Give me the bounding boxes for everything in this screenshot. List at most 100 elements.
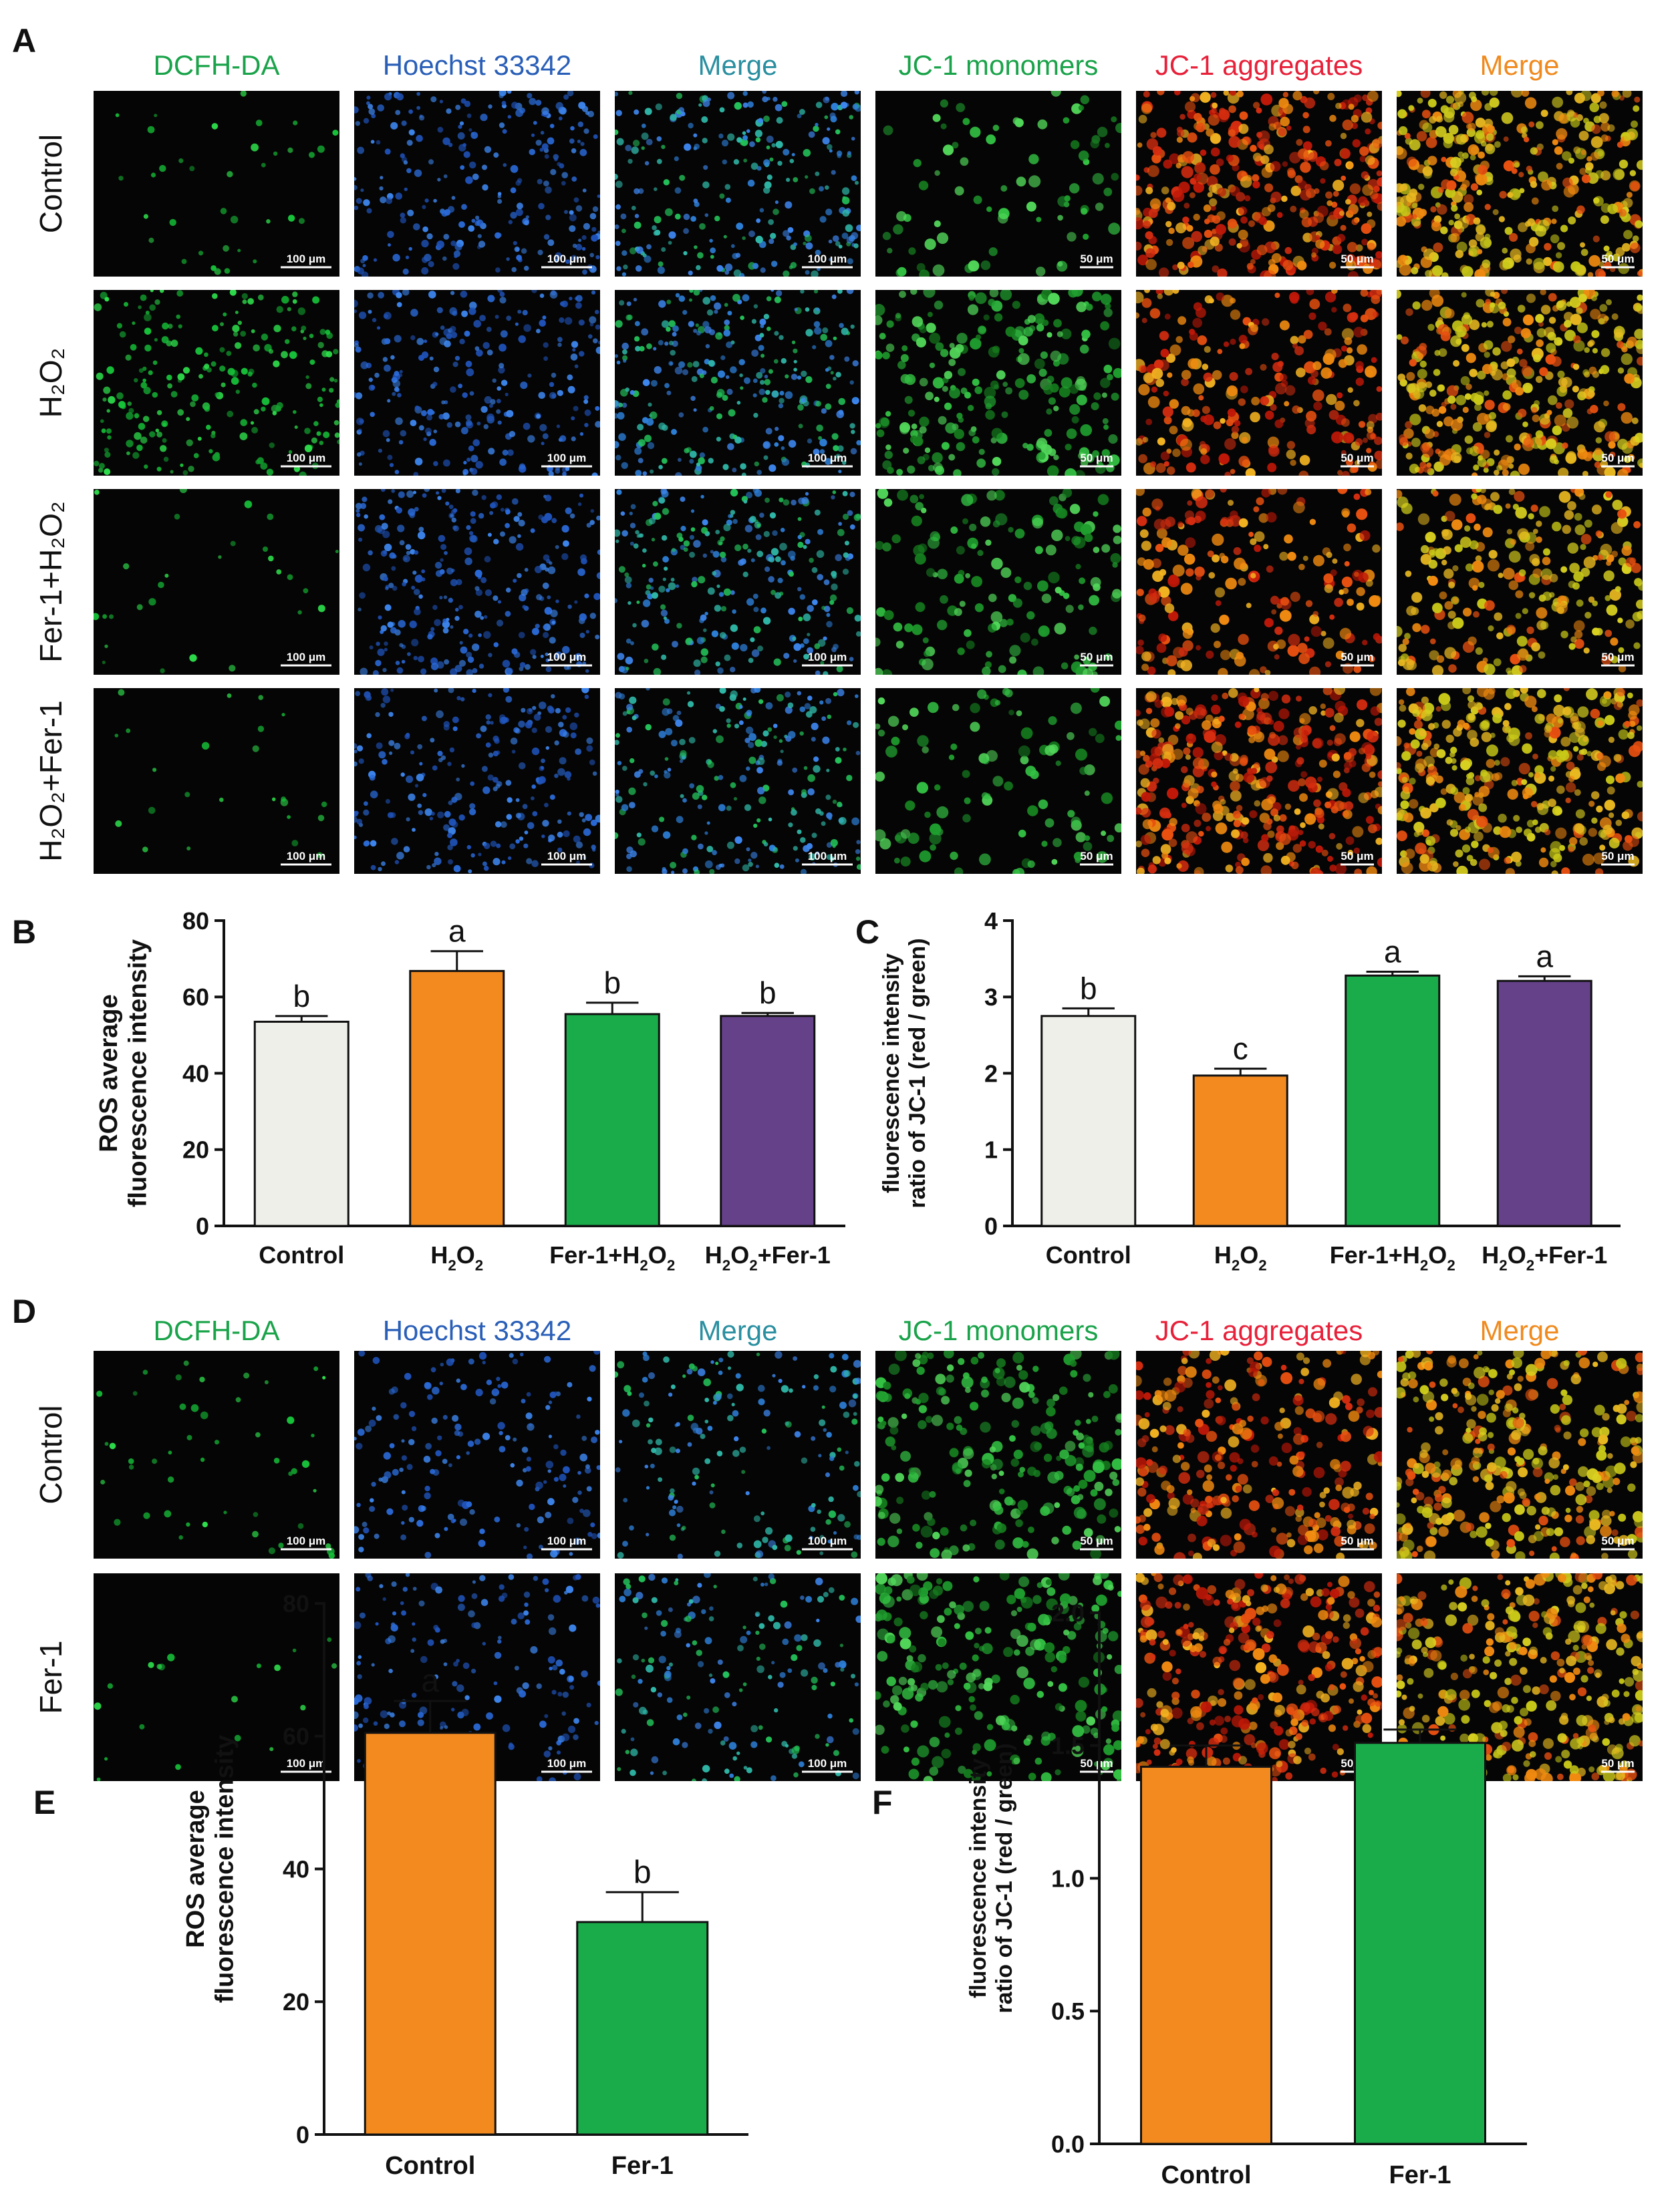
bar [1496,979,1592,1227]
scale-bar-label: 50 μm [1341,850,1373,862]
micrograph-image: 50 μm [1136,290,1382,476]
column-title: JC-1 monomers [899,1315,1099,1346]
micrograph-image: 100 μm [615,1573,861,1781]
micrograph-image: 100 μm [615,489,861,675]
panel-letter-f: F [872,1784,893,1821]
significance-letter: a [448,914,466,949]
bar [720,1015,816,1227]
y-axis-label: ROS averagefluorescence intensity [182,1735,239,2003]
micrograph-image: 100 μm [94,489,339,675]
y-tick-label: 0 [196,1213,209,1240]
column-title: Hoechst 33342 [383,49,572,81]
panel-letter-b: B [12,913,36,951]
y-tick-label: 1 [984,1136,998,1164]
micrograph-image: 100 μm [354,91,600,277]
micrograph-image: 100 μm [354,489,600,675]
significance-letter: a [1384,935,1401,969]
y-axis-label: fluorescence intensityratio of JC-1 (red… [966,1743,1017,2013]
y-tick-label: 80 [182,907,209,935]
scale-bar-label: 50 μm [1080,1757,1113,1770]
bar [1140,1766,1272,2145]
y-tick-label: 60 [182,983,209,1011]
micrograph-image: 50 μm [875,688,1121,874]
micrograph-image: 50 μm [1136,1573,1382,1781]
panel-letter-c: C [855,913,879,951]
category-label: Fer-1 [611,2152,674,2180]
column-title: Merge [1480,1315,1559,1346]
scale-bar-label: 100 μm [547,1757,587,1770]
significance-letter: b [1080,971,1097,1005]
category-label: Control [259,1241,344,1269]
category-label: Fer-1+H2O2 [1330,1241,1455,1274]
scale-bar-label: 50 μm [1601,1757,1634,1770]
scale-bar-label: 50 μm [1341,253,1373,265]
micrograph-image: 50 μm [1136,91,1382,277]
category-label: Control [1046,1241,1131,1269]
column-title: Merge [698,49,777,81]
scale-bar-label: 50 μm [1080,452,1113,464]
scale-bar-label: 100 μm [808,651,847,663]
micrograph-image: 100 μm [615,91,861,277]
bar-chart-c: 0 1 2 3 4 fluorescence intensityratio of JC-1… [879,907,1621,1274]
bar-chart-f: 0.0 0.5 1.0 1.5 2.0 fluorescence intensityrat… [966,1599,1527,2189]
row-label: Control [33,134,68,233]
micrograph-image: 50 μm [875,1573,1121,1781]
y-tick-label: 2 [984,1060,998,1087]
scale-bar-label: 50 μm [1341,452,1373,464]
micrograph-image: 100 μm [615,290,861,476]
micrograph-image: 50 μm [1397,489,1643,675]
y-tick-label: 60 [283,1723,309,1750]
scale-bar-label: 50 μm [1601,452,1634,464]
panel-letter-e: E [33,1784,55,1821]
y-axis-label: fluorescence intensityratio of JC-1 (red… [879,938,930,1208]
panel-letter-d: D [12,1293,36,1330]
micrograph-image: 100 μm [94,290,339,476]
y-tick-label: 80 [283,1590,309,1617]
micrograph-image: 100 μm [94,1351,339,1559]
micrograph-image: 100 μm [94,1573,339,1781]
scale-bar-label: 100 μm [287,1535,326,1547]
column-title: JC-1 aggregates [1155,1315,1363,1346]
y-tick-label: 0 [984,1213,998,1240]
scale-bar-label: 100 μm [287,850,326,862]
scale-bar-label: 100 μm [287,253,326,265]
category-label: H2O2+Fer-1 [1482,1241,1607,1274]
bar [1192,1074,1288,1227]
scale-bar-label: 100 μm [287,1757,326,1770]
bar [1345,974,1441,1227]
scale-bar-label: 100 μm [547,452,587,464]
column-title: DCFH-DA [154,1315,280,1346]
significance-letter: a [1536,939,1553,973]
y-tick-label: 0.0 [1051,2130,1085,2158]
scale-bar-label: 100 μm [547,1535,587,1547]
micrograph-image: 100 μm [94,688,339,874]
micrograph-image: 100 μm [94,91,339,277]
micrograph-image: 100 μm [615,688,861,874]
micrograph-image: 50 μm [1397,290,1643,476]
category-label: Fer-1+H2O2 [549,1241,675,1274]
scale-bar-label: 100 μm [547,651,587,663]
category-label: Fer-1 [1389,2161,1451,2189]
micrograph-grid-a: DCFH-DA Hoechst 33342 Merge JC-1 monomers JC… [33,49,1643,874]
micrograph-image: 50 μm [1136,1351,1382,1559]
scale-bar-label: 50 μm [1601,651,1634,663]
micrograph-image: 50 μm [1136,688,1382,874]
column-title: Merge [1480,49,1559,81]
category-label: H2O2 [1214,1241,1267,1274]
row-label: Control [33,1405,68,1504]
column-title: DCFH-DA [154,49,280,81]
micrograph-grid-d: DCFH-DA Hoechst 33342 Merge JC-1 monomers JC… [33,1315,1643,1781]
category-label: Control [1161,2161,1251,2189]
bar [409,969,505,1227]
scale-bar-label: 50 μm [1080,850,1113,862]
micrograph-image: 50 μm [1397,688,1643,874]
scale-bar-label: 50 μm [1601,1535,1634,1547]
scale-bar-label: 50 μm [1080,1535,1113,1547]
scale-bar-label: 50 μm [1601,850,1634,862]
scale-bar-label: 100 μm [547,253,587,265]
row-label: Fer-1+H₂O₂ [33,501,68,662]
scale-bar-label: 100 μm [287,452,326,464]
significance-letter: c [1233,1032,1248,1066]
scale-bar-label: 100 μm [808,1535,847,1547]
